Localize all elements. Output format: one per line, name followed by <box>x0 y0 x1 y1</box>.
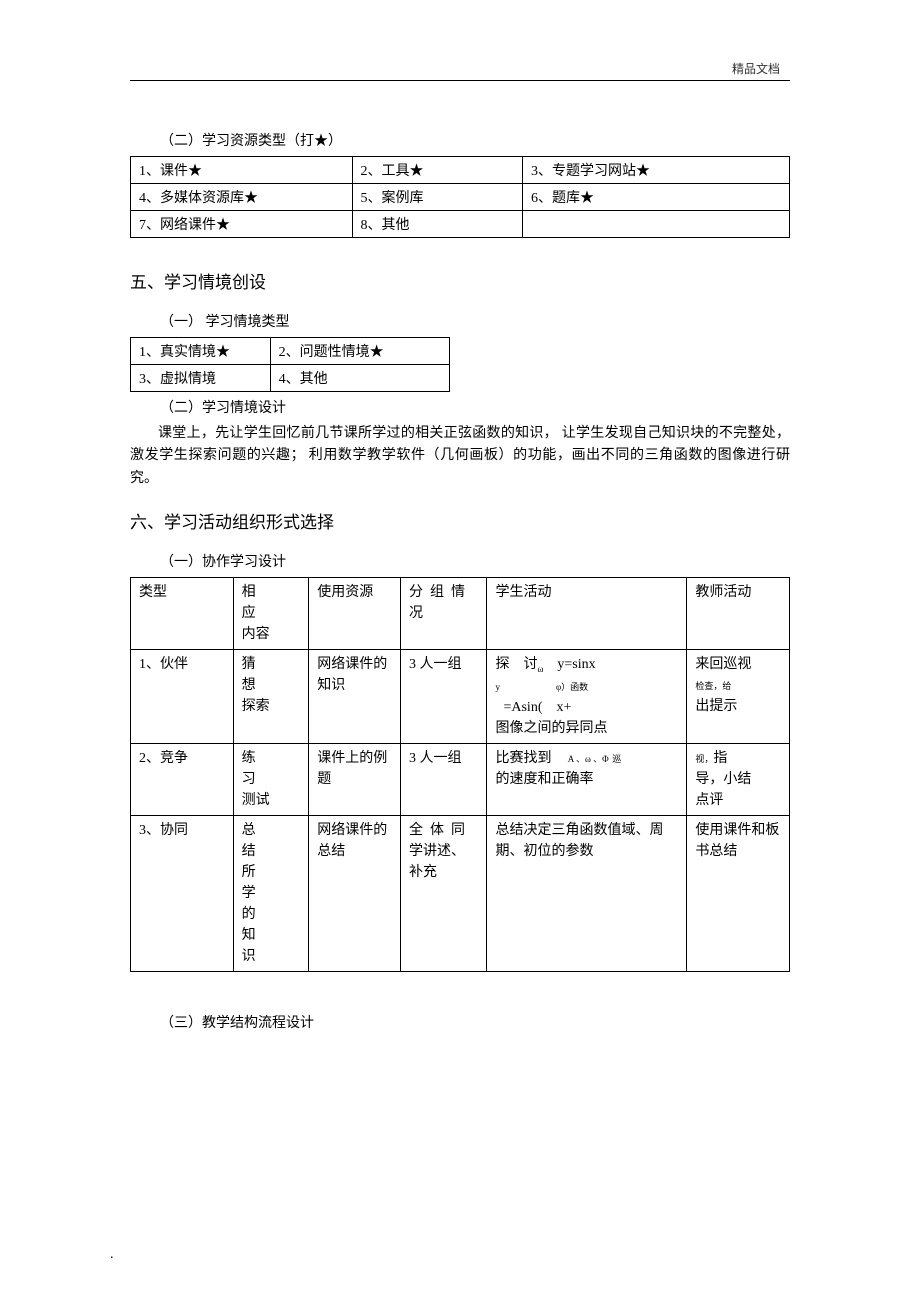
section2-sub1-subtitle: （一） 学习情境类型 <box>160 311 790 331</box>
table-cell: 网络课件的知识 <box>309 650 401 744</box>
context-design-paragraph: 课堂上，先让学生回忆前几节课所学过的相关正弦函数的知识， 让学生发现自己知识块的… <box>130 423 790 490</box>
table-header: 学生活动 <box>487 578 687 650</box>
table-cell: 3、协同 <box>131 816 234 972</box>
table-cell: 比赛找到 A 、ω 、Φ 巡 的速度和正确率 <box>487 744 687 816</box>
table-cell: 4、多媒体资源库★ <box>131 184 353 211</box>
table-cell: 6、题库★ <box>522 184 789 211</box>
table-cell: 1、课件★ <box>131 157 353 184</box>
table-header: 教师活动 <box>687 578 790 650</box>
section-3: 六、学习活动组织形式选择 （一）协作学习设计 类型 相应内容 使用资源 分组情况… <box>130 508 790 1032</box>
table-cell: 1、伙伴 <box>131 650 234 744</box>
context-type-table: 1、真实情境★ 2、问题性情境★ 3、虚拟情境 4、其他 <box>130 337 450 392</box>
table-cell: 视，指 导，小结 点评 <box>687 744 790 816</box>
collaborative-learning-table: 类型 相应内容 使用资源 分组情况 学生活动 教师活动 1、伙伴 猜想探索 网络… <box>130 577 790 972</box>
table-header: 使用资源 <box>309 578 401 650</box>
table-cell: 8、其他 <box>352 211 522 238</box>
table-cell: 2、竞争 <box>131 744 234 816</box>
table-cell: 2、工具★ <box>352 157 522 184</box>
table-cell: 3、专题学习网站★ <box>522 157 789 184</box>
table-cell: 2、问题性情境★ <box>270 338 449 365</box>
section2-sub2-subtitle: （二）学习情境设计 <box>160 397 790 417</box>
header-label: 精品文档 <box>732 60 780 77</box>
section1-subtitle: （二）学习资源类型（打★） <box>160 130 790 150</box>
table-cell: 网络课件的总结 <box>309 816 401 972</box>
table-cell: 7、网络课件★ <box>131 211 353 238</box>
section3-sub1-subtitle: （一）协作学习设计 <box>160 551 790 571</box>
page-content: （二）学习资源类型（打★） 1、课件★ 2、工具★ 3、专题学习网站★ 4、多媒… <box>0 0 920 1032</box>
table-cell: 总结所学的知识 <box>233 816 309 972</box>
table-cell: 课件上的例题 <box>309 744 401 816</box>
table-cell: 5、案例库 <box>352 184 522 211</box>
resource-type-table: 1、课件★ 2、工具★ 3、专题学习网站★ 4、多媒体资源库★ 5、案例库 6、… <box>130 156 790 238</box>
table-cell: 1、真实情境★ <box>131 338 271 365</box>
table-cell: 3、虚拟情境 <box>131 365 271 392</box>
section3-title: 六、学习活动组织形式选择 <box>130 508 790 533</box>
table-cell: 总结决定三角函数值域、周期、初位的参数 <box>487 816 687 972</box>
table-cell: 3 人一组 <box>401 744 487 816</box>
table-cell <box>522 211 789 238</box>
table-header: 类型 <box>131 578 234 650</box>
table-cell: 猜想探索 <box>233 650 309 744</box>
table-header: 相应内容 <box>233 578 309 650</box>
section3-sub3-subtitle: （三）教学结构流程设计 <box>160 1012 790 1032</box>
table-cell: 全体同学讲述、补充 <box>401 816 487 972</box>
section-1: （二）学习资源类型（打★） 1、课件★ 2、工具★ 3、专题学习网站★ 4、多媒… <box>130 130 790 238</box>
section2-title: 五、学习情境创设 <box>130 268 790 293</box>
table-cell: 练习测试 <box>233 744 309 816</box>
table-cell: 使用课件和板书总结 <box>687 816 790 972</box>
table-cell: 4、其他 <box>270 365 449 392</box>
table-cell: 3 人一组 <box>401 650 487 744</box>
table-header: 分组情况 <box>401 578 487 650</box>
header-underline <box>130 80 790 81</box>
table-cell: 来回巡视 检查，给 出提示 <box>687 650 790 744</box>
footer-dot: . <box>110 1247 114 1263</box>
table-cell: 探 讨ω y=sinx y φ）函数 =Asin( x+ 图像之间的异同点 <box>487 650 687 744</box>
section-2: 五、学习情境创设 （一） 学习情境类型 1、真实情境★ 2、问题性情境★ 3、虚… <box>130 268 790 490</box>
